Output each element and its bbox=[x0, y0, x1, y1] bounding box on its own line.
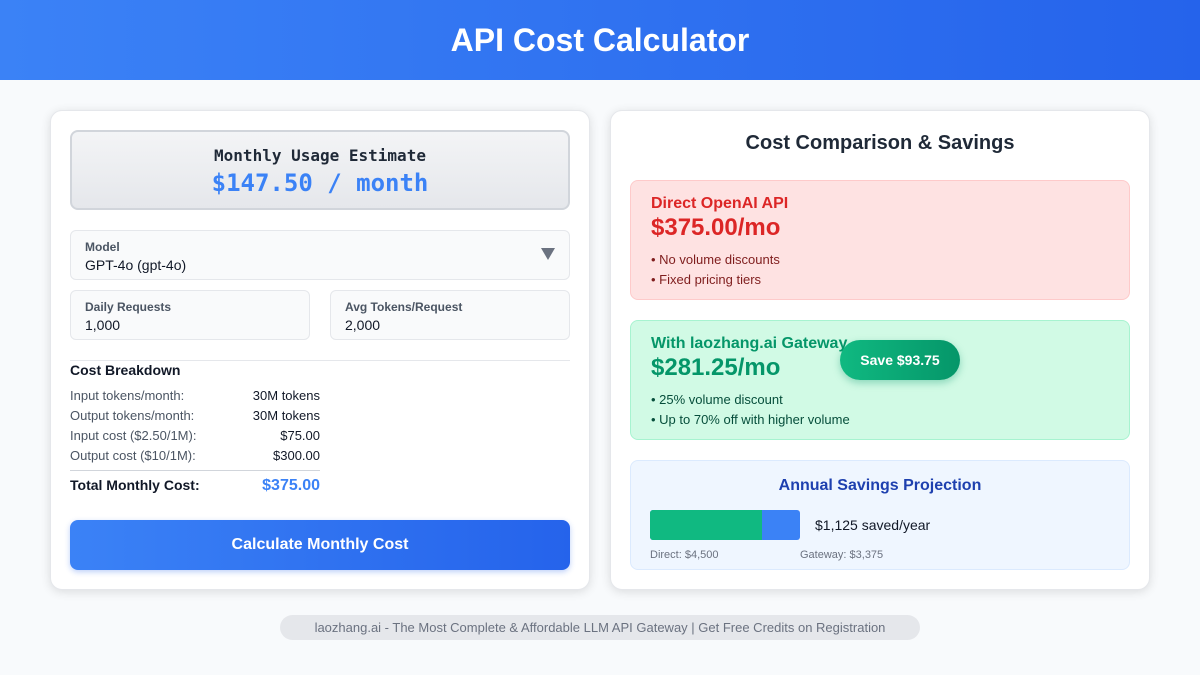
total-label: Total Monthly Cost: bbox=[70, 477, 200, 493]
savings-text: $1,125 saved/year bbox=[815, 517, 931, 533]
row-label: Output cost ($10/1M): bbox=[70, 448, 196, 463]
gateway-box: With laozhang.ai Gateway $281.25/mo • 25… bbox=[630, 320, 1130, 440]
bullet: • Fixed pricing tiers bbox=[651, 272, 762, 287]
direct-title: Direct OpenAI API bbox=[651, 195, 789, 212]
footer: laozhang.ai - The Most Complete & Afford… bbox=[280, 615, 920, 640]
direct-box: Direct OpenAI API $375.00/mo • No volume… bbox=[630, 180, 1130, 300]
comparison-title: Cost Comparison & Savings bbox=[745, 132, 1015, 154]
daily-requests-input[interactable]: Daily Requests 1,000 bbox=[70, 290, 310, 340]
avg-tokens-input[interactable]: Avg Tokens/Request 2,000 bbox=[330, 290, 570, 340]
avg-tokens-label: Avg Tokens/Request bbox=[345, 300, 463, 314]
daily-requests-value: 1,000 bbox=[85, 317, 121, 333]
breakdown-row: Input tokens/month: 30M tokens bbox=[70, 388, 320, 403]
row-label: Output tokens/month: bbox=[70, 408, 195, 423]
row-label: Input tokens/month: bbox=[70, 388, 185, 403]
breakdown-row: Output tokens/month: 30M tokens bbox=[70, 408, 320, 423]
model-select[interactable]: Model GPT-4o (gpt-4o) bbox=[70, 230, 570, 280]
bullet: • Up to 70% off with higher volume bbox=[651, 412, 850, 427]
breakdown-row: Output cost ($10/1M): $300.00 bbox=[70, 448, 320, 463]
annual-title: Annual Savings Projection bbox=[778, 477, 982, 494]
estimate-value: $147.50 / month bbox=[211, 169, 429, 197]
divider bbox=[70, 470, 320, 471]
header: API Cost Calculator bbox=[0, 0, 1200, 80]
gateway-title: With laozhang.ai Gateway bbox=[651, 335, 848, 352]
daily-requests-label: Daily Requests bbox=[85, 300, 172, 314]
row-value: 30M tokens bbox=[252, 408, 320, 423]
total-value: $375.00 bbox=[262, 477, 320, 494]
bar-gateway bbox=[650, 510, 762, 540]
row-label: Input cost ($2.50/1M): bbox=[70, 428, 197, 443]
divider bbox=[70, 360, 570, 361]
breakdown-title: Cost Breakdown bbox=[70, 362, 181, 378]
total-row: Total Monthly Cost: $375.00 bbox=[70, 477, 320, 495]
title: API Cost Calculator bbox=[450, 22, 750, 58]
bullet: • No volume discounts bbox=[651, 252, 780, 267]
row-value: $300.00 bbox=[273, 448, 320, 463]
direct-annual: Direct: $4,500 bbox=[650, 549, 719, 561]
direct-price: $375.00/mo bbox=[651, 214, 781, 241]
row-value: $75.00 bbox=[280, 428, 320, 443]
savings-badge: Save $93.75 bbox=[840, 340, 960, 380]
dropdown-arrow bbox=[541, 248, 555, 260]
model-label: Model bbox=[85, 240, 120, 254]
bullet: • 25% volume discount bbox=[651, 392, 783, 407]
model-value: GPT-4o (gpt-4o) bbox=[85, 257, 187, 273]
avg-tokens-value: 2,000 bbox=[345, 317, 381, 333]
estimate-box: Monthly Usage Estimate $147.50 / month bbox=[70, 130, 570, 210]
gateway-price: $281.25/mo bbox=[651, 354, 781, 381]
gateway-annual: Gateway: $3,375 bbox=[800, 549, 884, 561]
breakdown-row: Input cost ($2.50/1M): $75.00 bbox=[70, 428, 320, 443]
row-value: 30M tokens bbox=[252, 388, 320, 403]
estimate-label: Monthly Usage Estimate bbox=[214, 146, 426, 165]
calculate-button[interactable]: Calculate Monthly Cost bbox=[70, 520, 570, 570]
